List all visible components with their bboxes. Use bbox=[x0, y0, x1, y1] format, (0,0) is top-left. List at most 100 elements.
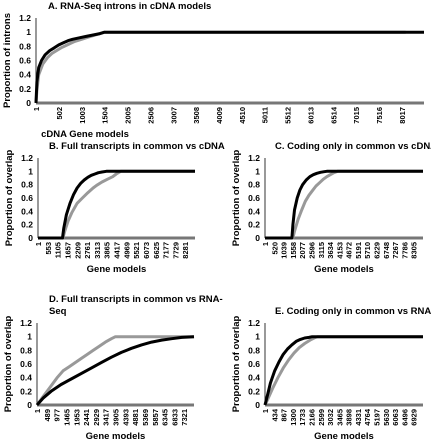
y-tick-label: 0.4 bbox=[21, 206, 33, 216]
chart-title: A. RNA-Seq introns in cDNA models bbox=[48, 1, 211, 12]
series-line-black bbox=[265, 169, 423, 240]
y-tick-label: 0.8 bbox=[21, 180, 33, 190]
x-tick-label: 4672 bbox=[345, 242, 354, 259]
x-tick-label: 5857 bbox=[151, 409, 160, 426]
y-axis-title: Proportion of introns bbox=[2, 13, 13, 108]
x-tick-label: 2166 bbox=[307, 409, 316, 426]
y-tick-label: 0 bbox=[28, 233, 33, 243]
chart-panel-1: A. RNA-Seq introns in cDNA models 0 0.2 0.4… bbox=[2, 1, 424, 140]
x-tick-label: 6625 bbox=[152, 242, 161, 259]
y-tick-label: 0.6 bbox=[248, 359, 260, 369]
x-tick-label: 1105 bbox=[54, 242, 63, 258]
series-line-black bbox=[263, 335, 423, 406]
y-tick-label: 0 bbox=[26, 98, 31, 108]
x-tick-label: 7516 bbox=[375, 107, 384, 124]
chart-title: C. Coding only in common vs cDNA bbox=[275, 141, 431, 152]
x-tick-label: 2005 bbox=[124, 107, 133, 124]
x-tick-label: 2077 bbox=[298, 242, 307, 259]
x-tick-label: 3634 bbox=[326, 241, 335, 259]
x-tick-label: 3313 bbox=[93, 242, 102, 259]
x-tick-label: 4764 bbox=[363, 408, 372, 426]
y-tick-label: 0.6 bbox=[19, 56, 31, 66]
series-line-black bbox=[38, 169, 195, 240]
chart-title: B. Full transcripts in common vs cDNA bbox=[49, 141, 225, 152]
x-tick-label: 1 bbox=[261, 242, 270, 246]
x-tick-label: 977 bbox=[53, 409, 62, 422]
x-tick-label: 2929 bbox=[92, 409, 101, 426]
x-tick-label: 6833 bbox=[170, 409, 179, 426]
x-tick-label: 489 bbox=[43, 409, 52, 422]
chart-title: E. Coding only in common vs RNA-Seq bbox=[275, 306, 431, 317]
x-tick-label: 5191 bbox=[354, 242, 363, 259]
y-axis-title: Proportion of overlap bbox=[231, 316, 242, 413]
y-tick-label: 0.8 bbox=[248, 180, 260, 190]
x-tick-label: 2761 bbox=[83, 242, 92, 259]
x-tick-label: 3417 bbox=[102, 409, 111, 426]
y-tick-label: 0.6 bbox=[20, 359, 32, 369]
y-tick-label: 1 bbox=[27, 332, 32, 342]
x-tick-label: 6073 bbox=[142, 242, 151, 259]
y-tick-label: 0 bbox=[255, 400, 260, 410]
x-tick-label: 6496 bbox=[400, 409, 409, 426]
x-tick-label: 5630 bbox=[382, 409, 391, 426]
x-tick-label: 1465 bbox=[62, 409, 71, 426]
y-tick-label: 1 bbox=[255, 166, 260, 176]
x-tick-label: 5710 bbox=[363, 242, 372, 259]
x-tick-label: 1 bbox=[261, 409, 270, 413]
y-tick-label: 0.2 bbox=[19, 84, 31, 94]
x-tick-label: 2441 bbox=[82, 409, 91, 426]
series-line-gray bbox=[34, 30, 406, 104]
x-tick-label: 4331 bbox=[354, 409, 363, 426]
chart-panel-5: E. Coding only in common vs RNA-Seq 0 0.2 0… bbox=[231, 306, 431, 440]
y-tick-label: 1.2 bbox=[248, 318, 260, 328]
x-tick-label: 1657 bbox=[63, 242, 72, 259]
x-axis-title: Gene models bbox=[86, 431, 146, 440]
x-tick-label: 502 bbox=[55, 107, 64, 120]
x-tick-label: 4881 bbox=[131, 409, 140, 426]
x-tick-label: 1733 bbox=[298, 409, 307, 426]
x-tick-label: 6229 bbox=[373, 242, 382, 259]
y-tick-label: 0 bbox=[255, 233, 260, 243]
y-tick-label: 0.8 bbox=[248, 345, 260, 355]
y-tick-label: 1.2 bbox=[19, 13, 31, 23]
x-axis-title: cDNA Gene models bbox=[41, 129, 129, 140]
y-axis-title: Proportion of overlap bbox=[231, 150, 242, 247]
series-line-gray bbox=[38, 169, 195, 240]
x-tick-label: 6514 bbox=[329, 106, 338, 124]
x-tick-label: 1 bbox=[33, 409, 42, 413]
x-tick-label: 5512 bbox=[284, 107, 293, 124]
x-tick-label: 3508 bbox=[192, 107, 201, 124]
x-tick-label: 1953 bbox=[72, 409, 81, 426]
x-tick-label: 3007 bbox=[169, 107, 178, 124]
x-tick-label: 520 bbox=[270, 242, 279, 255]
x-tick-label: 3465 bbox=[335, 409, 344, 426]
x-tick-label: 1039 bbox=[280, 242, 289, 259]
x-tick-label: 5197 bbox=[373, 409, 382, 426]
x-tick-label: 3032 bbox=[326, 409, 335, 426]
y-tick-label: 0.2 bbox=[248, 220, 260, 230]
x-tick-label: 6345 bbox=[161, 409, 170, 426]
x-tick-label: 6929 bbox=[410, 409, 419, 426]
x-tick-label: 7015 bbox=[352, 107, 361, 124]
x-tick-label: 1 bbox=[32, 107, 41, 111]
series-line-gray bbox=[265, 169, 423, 240]
y-tick-label: 0.8 bbox=[19, 41, 31, 51]
x-tick-label: 6748 bbox=[382, 242, 391, 259]
series-line-black bbox=[34, 30, 424, 104]
x-tick-label: 4393 bbox=[121, 409, 130, 426]
y-tick-label: 0 bbox=[27, 400, 32, 410]
x-tick-label: 4510 bbox=[238, 107, 247, 124]
x-tick-label: 3898 bbox=[345, 409, 354, 426]
chart-panel-2: B. Full transcripts in common vs cDNA 0 0.… bbox=[4, 141, 225, 275]
y-axis-title: Proportion of overlap bbox=[4, 150, 15, 247]
y-tick-label: 0.2 bbox=[248, 386, 260, 396]
y-tick-label: 1 bbox=[26, 27, 31, 37]
x-tick-label: 1504 bbox=[101, 106, 110, 124]
y-tick-label: 1 bbox=[28, 166, 33, 176]
y-tick-label: 0.4 bbox=[248, 373, 260, 383]
x-axis-title: Gene models bbox=[314, 431, 374, 440]
x-tick-label: 3865 bbox=[103, 242, 112, 259]
x-tick-label: 8017 bbox=[398, 107, 407, 124]
x-tick-label: 3905 bbox=[112, 409, 121, 426]
y-tick-label: 0.4 bbox=[20, 373, 32, 383]
